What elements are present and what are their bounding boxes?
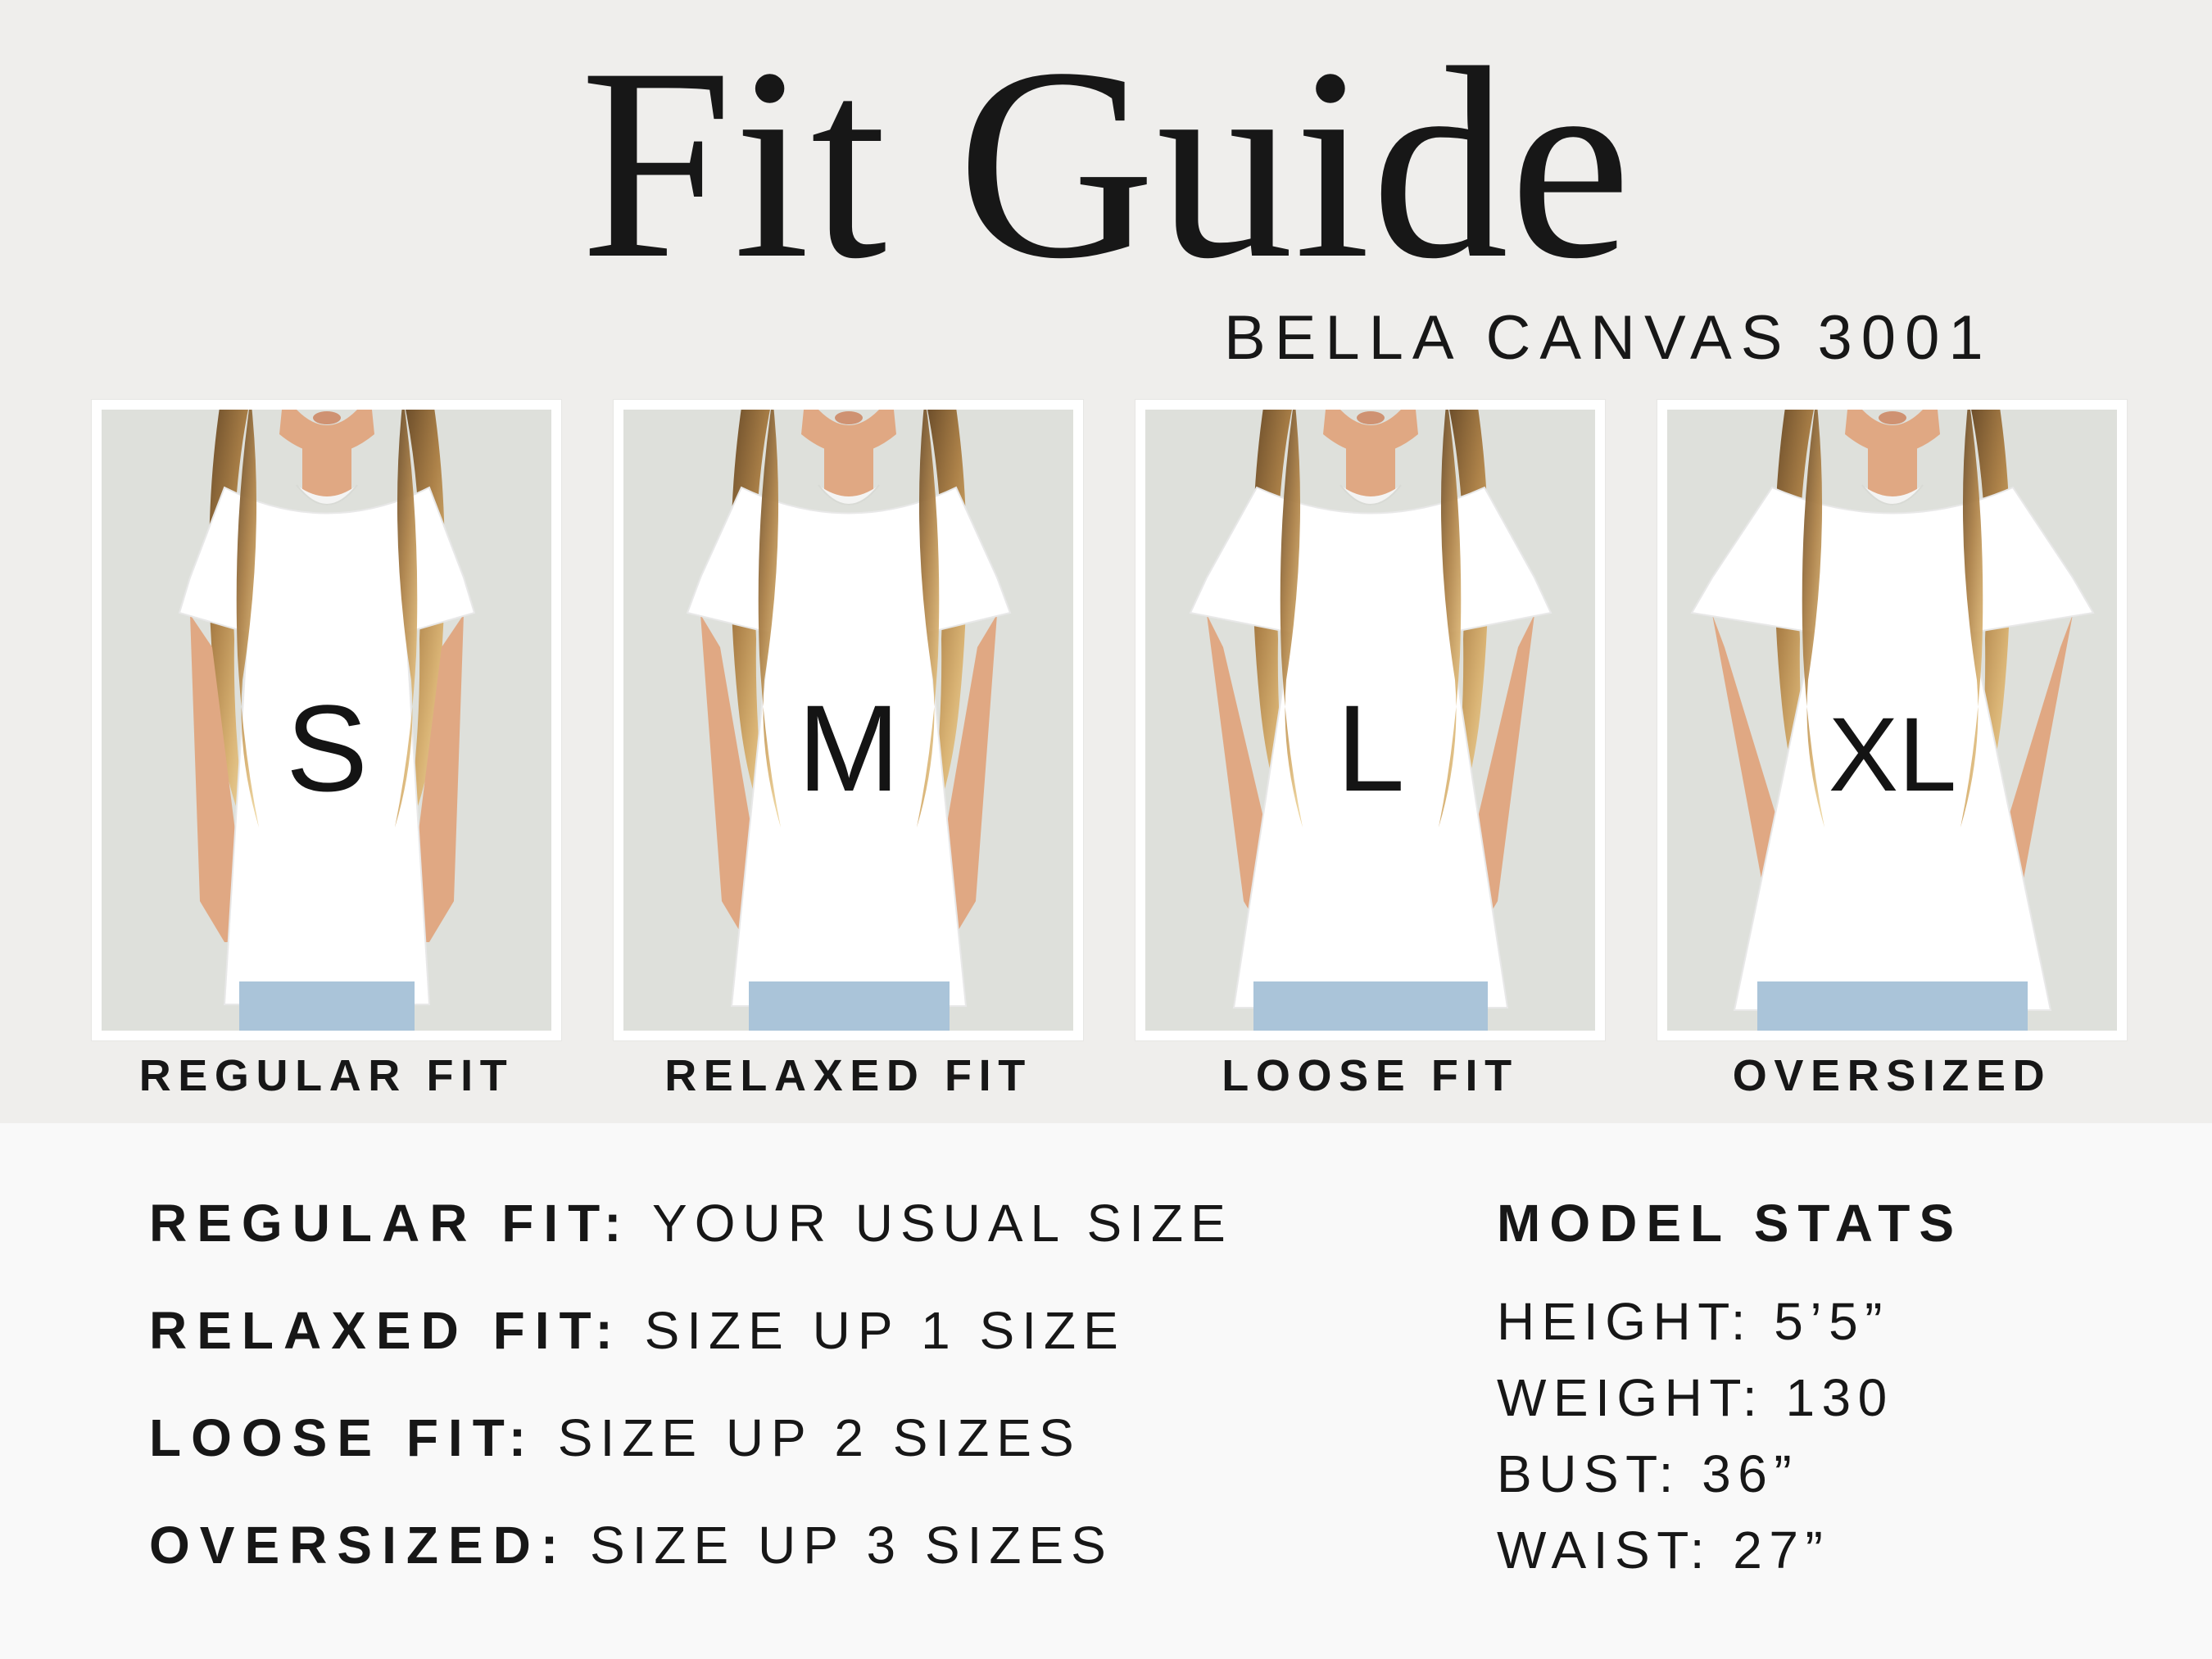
- svg-text:M: M: [798, 679, 900, 817]
- svg-text:S: S: [286, 679, 368, 817]
- svg-text:XL: XL: [1829, 696, 1957, 814]
- svg-text:L: L: [1336, 679, 1404, 817]
